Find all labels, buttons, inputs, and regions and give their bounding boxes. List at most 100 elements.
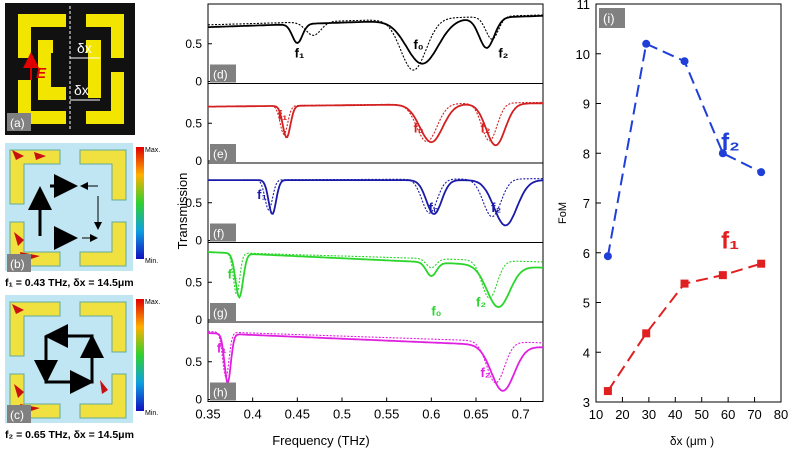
frequency-x-tick-label: 0.35 — [195, 407, 220, 422]
panel-b: Max. Min. (b) f₁ = 0.43 THz, δx = 14.5μm — [5, 143, 160, 289]
fom-point-f2 — [718, 149, 727, 158]
fom-y-tick-label: 11 — [577, 0, 591, 12]
transmission-panel-tag: (f) — [213, 227, 224, 241]
fom-point-f2 — [642, 39, 651, 48]
transmission-solid-curve — [208, 102, 544, 147]
fom-chart: FoM δx (μm ) 10 20 30 40 50 60 70 80 3 4 5 6 7 8 9 10 11… — [557, 0, 788, 448]
transmission-y-tick-label: 0.5 — [185, 355, 202, 369]
resonance-label: f₂ — [480, 365, 490, 380]
delta-x-label-2: δx — [74, 82, 89, 98]
transmission-solid-curve — [208, 14, 544, 65]
frequency-x-tick-label: 0.45 — [285, 407, 310, 422]
fom-series-label: f₂ — [721, 129, 740, 156]
fom-panel-tag: (i) — [603, 11, 615, 26]
panel-b-tag: (b) — [10, 257, 25, 271]
frequency-x-tick-label: 0.65 — [463, 407, 488, 422]
resonance-label: f₂ — [476, 294, 486, 309]
fom-y-tick-label: 4 — [583, 345, 590, 360]
resonance-label: f₁ — [257, 187, 267, 202]
resonance-label: f₀ — [413, 120, 423, 135]
fom-point-f1 — [718, 271, 727, 280]
transmission-panel-tag-box — [210, 144, 236, 162]
fom-y-tick-label: 6 — [583, 246, 590, 261]
panel-a-tag-box — [7, 113, 31, 131]
panel-c-tag: (c) — [10, 408, 24, 422]
fom-y-tick-label: 8 — [583, 146, 590, 161]
frequency-x-axis-label: Frequency (THz) — [272, 433, 370, 448]
fom-plot-frame — [595, 3, 782, 403]
transmission-solid-curve — [208, 251, 543, 309]
resonance-label: f₀ — [431, 303, 441, 318]
panel-c-colorbar — [136, 299, 144, 411]
metamaterial-unit-cell — [18, 14, 124, 124]
resonance-label: f₀ — [413, 37, 423, 52]
fom-point-f1 — [642, 329, 651, 338]
panel-a-tag: (a) — [10, 116, 25, 130]
fom-point-f1 — [603, 387, 612, 396]
panel-b-colorbar-max: Max. — [145, 147, 160, 154]
transmission-dotted-curve — [208, 251, 544, 299]
transmission-y-tick-label: 0 — [195, 393, 202, 407]
panel-b-colorbar — [136, 147, 144, 259]
fom-x-tick-label: 60 — [721, 407, 735, 422]
fom-point-f1 — [680, 279, 689, 288]
transmission-y-tick-label: 0 — [195, 75, 202, 89]
resonance-label: f₀ — [429, 200, 439, 215]
transmission-y-tick-label: 0.5 — [185, 37, 202, 51]
transmission-solid-curve — [208, 179, 544, 227]
delta-x-label-1: δx — [77, 40, 92, 56]
panel-c-colorbar-min: Min. — [145, 410, 158, 417]
transmission-solid-curve — [208, 332, 543, 392]
transmission-y-tick-label: 0 — [195, 313, 202, 327]
transmission-dotted-curve — [207, 14, 543, 71]
panel-c-caption: f₂ = 0.65 THz, δx = 14.5μm — [5, 429, 134, 441]
transmission-panel-tag-box — [210, 64, 236, 83]
fom-x-tick-label: 30 — [642, 407, 656, 422]
transmission-panel-tag: (g) — [213, 306, 228, 320]
transmission-y-axis-label: Transmission — [175, 173, 190, 250]
frequency-x-tick-label: 0.6 — [422, 407, 440, 422]
fom-point-f2 — [680, 57, 689, 66]
transmission-panel-tag: (h) — [213, 386, 228, 400]
fom-y-axis-label: FoM — [557, 202, 569, 224]
panel-b-rings — [9, 149, 127, 267]
fom-x-tick-label: 40 — [668, 407, 682, 422]
frequency-x-tick-label: 0.7 — [512, 407, 530, 422]
fom-x-tick-label: 80 — [774, 407, 788, 422]
fom-x-tick-label: 20 — [615, 407, 629, 422]
transmission-y-tick-label: 0 — [195, 234, 202, 248]
resonance-label: f₁ — [228, 266, 238, 281]
transmission-panel-tag-box — [210, 223, 236, 242]
panel-c-tag-box — [7, 405, 31, 423]
resonance-label: f₁ — [295, 45, 305, 60]
frequency-x-tick-label: 0.55 — [374, 407, 399, 422]
resonance-label: f₂ — [491, 200, 501, 215]
panel-b-tag-box — [7, 254, 31, 272]
fom-x-tick-label: 10 — [589, 407, 603, 422]
fom-point-f1 — [757, 259, 766, 268]
fom-point-f2 — [603, 252, 612, 261]
fom-point-f2 — [757, 168, 766, 177]
fom-panel-tag-box — [599, 8, 625, 28]
transmission-y-tick-label: 0.5 — [185, 275, 202, 289]
panel-b-caption: f₁ = 0.43 THz, δx = 14.5μm — [5, 277, 134, 289]
resonance-label: f₁ — [278, 107, 288, 122]
transmission-panel-tag: (d) — [213, 68, 228, 82]
frequency-x-tick-label: 0.4 — [244, 407, 262, 422]
panel-b-colorbar-min: Min. — [145, 258, 158, 265]
fom-x-tick-label: 50 — [694, 407, 708, 422]
panel-c-colorbar-max: Max. — [145, 299, 160, 306]
fom-y-tick-label: 10 — [576, 47, 590, 62]
fom-x-axis-label: δx (μm ) — [670, 434, 714, 448]
panel-a: δx δx E (a) — [5, 3, 135, 135]
transmission-dotted-curve — [208, 101, 543, 143]
e-field-label: E — [36, 65, 47, 82]
fom-y-tick-label: 7 — [583, 196, 590, 211]
transmission-plots: Transmission Frequency (THz) 0 0.5 f₁ f₀ f₂ (… — [175, 3, 544, 448]
fom-y-tick-label: 5 — [583, 296, 590, 311]
transmission-dotted-curve — [208, 331, 544, 384]
transmission-panel-tag: (e) — [213, 147, 228, 161]
fom-series-label: f₁ — [721, 228, 739, 255]
transmission-y-tick-label: 0.5 — [185, 196, 202, 210]
